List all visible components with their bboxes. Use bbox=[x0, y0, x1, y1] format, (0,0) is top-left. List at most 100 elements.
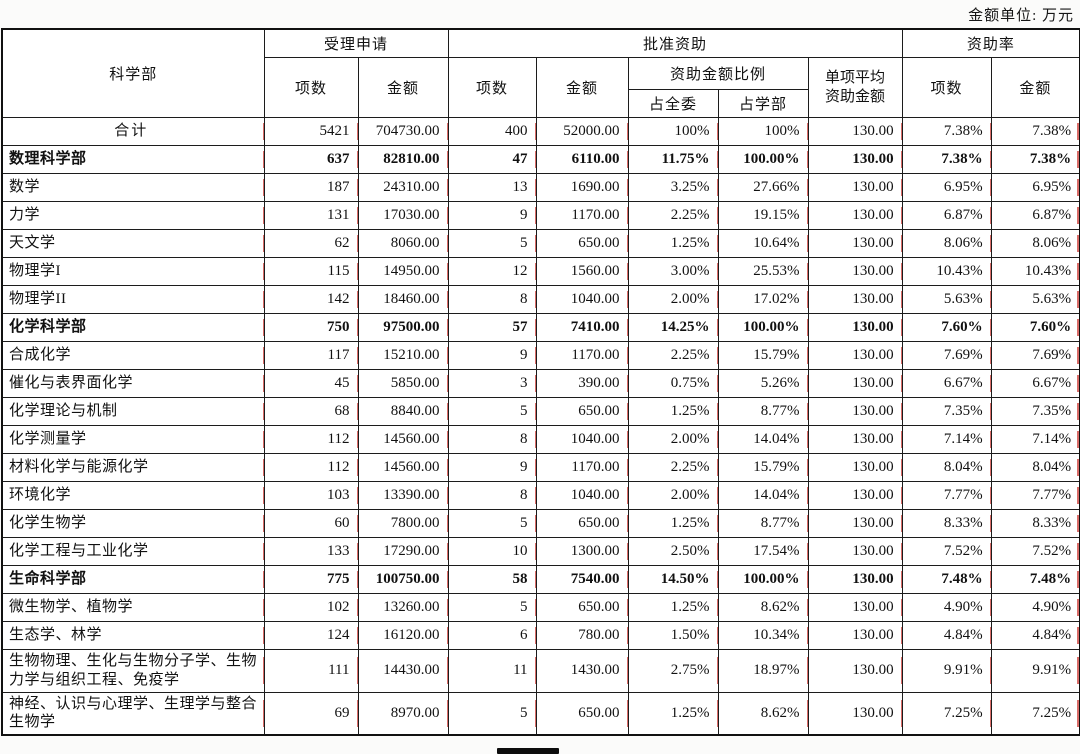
value-cell: 15.79% bbox=[717, 453, 809, 482]
value-cell: 11.75% bbox=[627, 145, 719, 174]
value-cell: 1040.00 bbox=[535, 481, 629, 510]
value-cell: 8060.00 bbox=[357, 229, 449, 258]
header-of-department: 占学部 bbox=[717, 89, 809, 118]
value-cell: 1040.00 bbox=[535, 285, 629, 314]
value-cell: 62 bbox=[263, 229, 359, 258]
value-cell: 8.62% bbox=[717, 691, 809, 736]
value-cell: 130.00 bbox=[807, 201, 903, 230]
header-avg-amount: 单项平均 资助金额 bbox=[807, 57, 903, 118]
value-cell: 47 bbox=[447, 145, 537, 174]
table-row: 环境化学 103 13390.00 8 1040.00 2.00% 14.04% 130.00… bbox=[1, 481, 1080, 510]
value-cell: 2.25% bbox=[627, 201, 719, 230]
value-cell: 8.77% bbox=[717, 397, 809, 426]
value-cell: 18.97% bbox=[717, 649, 809, 693]
header-ratio: 资助金额比例 bbox=[627, 57, 809, 90]
funding-table: 科学部 受理申请 批准资助 资助率 项数 金额 项数 金额 资助金额比例 单项平… bbox=[1, 28, 1080, 736]
value-cell: 130.00 bbox=[807, 621, 903, 650]
department-cell: 催化与表界面化学 bbox=[1, 369, 265, 398]
value-cell: 6 bbox=[447, 621, 537, 650]
table-row: 化学测量学 112 14560.00 8 1040.00 2.00% 14.04% 130.0… bbox=[1, 425, 1080, 454]
department-cell: 数理科学部 bbox=[1, 145, 265, 174]
value-cell: 97500.00 bbox=[357, 313, 449, 342]
value-cell: 130.00 bbox=[807, 537, 903, 566]
value-cell: 5421 bbox=[263, 117, 359, 146]
value-cell: 45 bbox=[263, 369, 359, 398]
value-cell: 100% bbox=[627, 117, 719, 146]
value-cell: 775 bbox=[263, 565, 359, 594]
value-cell: 131 bbox=[263, 201, 359, 230]
value-cell: 650.00 bbox=[535, 397, 629, 426]
value-cell: 750 bbox=[263, 313, 359, 342]
department-cell: 物理学I bbox=[1, 257, 265, 286]
value-cell: 7.35% bbox=[990, 397, 1080, 426]
department-cell: 生命科学部 bbox=[1, 565, 265, 594]
value-cell: 2.25% bbox=[627, 453, 719, 482]
value-cell: 100.00% bbox=[717, 313, 809, 342]
header-accepted-amount: 金额 bbox=[357, 57, 449, 118]
value-cell: 5 bbox=[447, 397, 537, 426]
value-cell: 1300.00 bbox=[535, 537, 629, 566]
header-accepted: 受理申请 bbox=[263, 28, 449, 58]
table-row: 生物物理、生化与生物分子学、生物力学与组织工程、免疫学 111 14430.00 11… bbox=[1, 649, 1080, 693]
value-cell: 130.00 bbox=[807, 565, 903, 594]
value-cell: 5 bbox=[447, 509, 537, 538]
value-cell: 8.06% bbox=[990, 229, 1080, 258]
value-cell: 6.87% bbox=[901, 201, 992, 230]
value-cell: 8.04% bbox=[990, 453, 1080, 482]
table-row: 化学工程与工业化学 133 17290.00 10 1300.00 2.50% 17.54%… bbox=[1, 537, 1080, 566]
value-cell: 8970.00 bbox=[357, 691, 449, 736]
value-cell: 130.00 bbox=[807, 649, 903, 693]
value-cell: 17.02% bbox=[717, 285, 809, 314]
value-cell: 100750.00 bbox=[357, 565, 449, 594]
value-cell: 9.91% bbox=[990, 649, 1080, 693]
header-rate-items: 项数 bbox=[901, 57, 992, 118]
table-row: 物理学II 142 18460.00 8 1040.00 2.00% 17.02% 130.0… bbox=[1, 285, 1080, 314]
value-cell: 5 bbox=[447, 229, 537, 258]
table-row: 神经、认识与心理学、生理学与整合生物学 69 8970.00 5 650.00 1.25%… bbox=[1, 691, 1080, 736]
unit-note: 金额单位: 万元 bbox=[968, 8, 1074, 24]
value-cell: 14.25% bbox=[627, 313, 719, 342]
value-cell: 7.69% bbox=[990, 341, 1080, 370]
value-cell: 7.77% bbox=[901, 481, 992, 510]
department-cell: 合计 bbox=[1, 117, 265, 146]
value-cell: 130.00 bbox=[807, 691, 903, 736]
value-cell: 1.25% bbox=[627, 397, 719, 426]
value-cell: 2.25% bbox=[627, 341, 719, 370]
value-cell: 6.67% bbox=[990, 369, 1080, 398]
value-cell: 130.00 bbox=[807, 453, 903, 482]
value-cell: 8 bbox=[447, 481, 537, 510]
value-cell: 103 bbox=[263, 481, 359, 510]
value-cell: 1.25% bbox=[627, 229, 719, 258]
value-cell: 3.25% bbox=[627, 173, 719, 202]
value-cell: 400 bbox=[447, 117, 537, 146]
value-cell: 25.53% bbox=[717, 257, 809, 286]
value-cell: 650.00 bbox=[535, 509, 629, 538]
value-cell: 10 bbox=[447, 537, 537, 566]
value-cell: 780.00 bbox=[535, 621, 629, 650]
value-cell: 7410.00 bbox=[535, 313, 629, 342]
header-approved-amount: 金额 bbox=[535, 57, 629, 118]
value-cell: 2.50% bbox=[627, 537, 719, 566]
value-cell: 6110.00 bbox=[535, 145, 629, 174]
value-cell: 1.50% bbox=[627, 621, 719, 650]
value-cell: 7.25% bbox=[901, 691, 992, 736]
value-cell: 1430.00 bbox=[535, 649, 629, 693]
value-cell: 7.35% bbox=[901, 397, 992, 426]
value-cell: 3.00% bbox=[627, 257, 719, 286]
table-row: 生态学、林学 124 16120.00 6 780.00 1.50% 10.34% 130.0… bbox=[1, 621, 1080, 650]
value-cell: 130.00 bbox=[807, 481, 903, 510]
value-cell: 8.33% bbox=[901, 509, 992, 538]
value-cell: 5.26% bbox=[717, 369, 809, 398]
value-cell: 0.75% bbox=[627, 369, 719, 398]
value-cell: 7.60% bbox=[990, 313, 1080, 342]
value-cell: 4.90% bbox=[901, 593, 992, 622]
department-cell: 化学工程与工业化学 bbox=[1, 537, 265, 566]
value-cell: 650.00 bbox=[535, 593, 629, 622]
table-row: 生命科学部 775 100750.00 58 7540.00 14.50% 100.00% 1… bbox=[1, 565, 1080, 594]
value-cell: 3 bbox=[447, 369, 537, 398]
value-cell: 7.77% bbox=[990, 481, 1080, 510]
value-cell: 2.75% bbox=[627, 649, 719, 693]
value-cell: 7800.00 bbox=[357, 509, 449, 538]
value-cell: 5.63% bbox=[901, 285, 992, 314]
value-cell: 10.34% bbox=[717, 621, 809, 650]
